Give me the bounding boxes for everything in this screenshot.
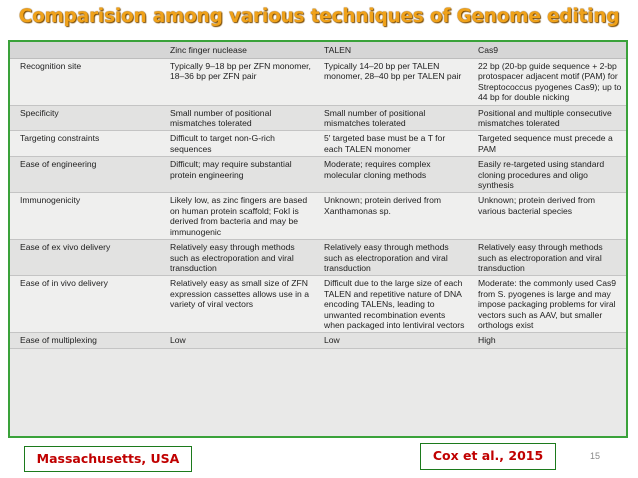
- cell-zfn: Relatively easy through methods such as …: [160, 239, 314, 277]
- cell-zfn: Likely low, as zinc fingers are based on…: [160, 192, 314, 241]
- cell-cas9: Easily re-targeted using standard clonin…: [468, 156, 626, 194]
- location-label: Massachusetts, USA: [24, 446, 192, 472]
- cell-cas9: Targeted sequence must precede a PAM: [468, 130, 626, 158]
- cell-zfn: Low: [160, 332, 314, 349]
- table-row: Recognition site Typically 9–18 bp per Z…: [10, 58, 626, 106]
- cell-cas9: 22 bp (20-bp guide sequence + 2-bp proto…: [468, 58, 626, 106]
- cell-cas9: High: [468, 332, 626, 349]
- header-cell-talen: TALEN: [314, 42, 468, 59]
- table-row: Ease of multiplexing Low Low High: [10, 332, 626, 349]
- row-label: Ease of multiplexing: [10, 332, 160, 349]
- cell-talen: Unknown; protein derived from Xanthamona…: [314, 192, 468, 241]
- table-row: Immunogenicity Likely low, as zinc finge…: [10, 192, 626, 241]
- header-cell-empty: [10, 42, 160, 59]
- row-label: Immunogenicity: [10, 192, 160, 241]
- cell-zfn: Typically 9–18 bp per ZFN monomer, 18–36…: [160, 58, 314, 106]
- cell-talen: Small number of positional mismatches to…: [314, 105, 468, 132]
- cell-talen: Low: [314, 332, 468, 349]
- cell-talen: Moderate; requires complex molecular clo…: [314, 156, 468, 194]
- cell-zfn: Difficult to target non-G-rich sequences: [160, 130, 314, 158]
- row-label: Ease of in vivo delivery: [10, 275, 160, 334]
- table-header-row: Zinc finger nuclease TALEN Cas9: [10, 42, 626, 59]
- table-row: Ease of ex vivo delivery Relatively easy…: [10, 239, 626, 277]
- cell-zfn: Difficult; may require substantial prote…: [160, 156, 314, 194]
- row-label: Ease of ex vivo delivery: [10, 239, 160, 277]
- cell-talen: Relatively easy through methods such as …: [314, 239, 468, 277]
- comparison-table-frame: Zinc finger nuclease TALEN Cas9 Recognit…: [8, 40, 628, 438]
- table-row: Specificity Small number of positional m…: [10, 105, 626, 132]
- cell-cas9: Relatively easy through methods such as …: [468, 239, 626, 277]
- cell-cas9: Moderate: the commonly used Cas9 from S.…: [468, 275, 626, 334]
- cell-talen: Typically 14–20 bp per TALEN monomer, 28…: [314, 58, 468, 106]
- citation-label: Cox et al., 2015: [420, 443, 556, 470]
- cell-cas9: Positional and multiple consecutive mism…: [468, 105, 626, 132]
- page-number: 15: [590, 451, 601, 461]
- row-label: Ease of engineering: [10, 156, 160, 194]
- row-label: Specificity: [10, 105, 160, 132]
- table-row: Ease of engineering Difficult; may requi…: [10, 156, 626, 194]
- header-cell-cas9: Cas9: [468, 42, 626, 59]
- cell-talen: Difficult due to the large size of each …: [314, 275, 468, 334]
- cell-talen: 5′ targeted base must be a T for each TA…: [314, 130, 468, 158]
- cell-zfn: Relatively easy as small size of ZFN exp…: [160, 275, 314, 334]
- cell-zfn: Small number of positional mismatches to…: [160, 105, 314, 132]
- table-row: Ease of in vivo delivery Relatively easy…: [10, 275, 626, 334]
- comparison-table: Zinc finger nuclease TALEN Cas9 Recognit…: [10, 42, 626, 349]
- row-label: Recognition site: [10, 58, 160, 106]
- row-label: Targeting constraints: [10, 130, 160, 158]
- cell-cas9: Unknown; protein derived from various ba…: [468, 192, 626, 241]
- slide-title: Comparision among various techniques of …: [18, 6, 620, 27]
- table-row: Targeting constraints Difficult to targe…: [10, 130, 626, 158]
- header-cell-zfn: Zinc finger nuclease: [160, 42, 314, 59]
